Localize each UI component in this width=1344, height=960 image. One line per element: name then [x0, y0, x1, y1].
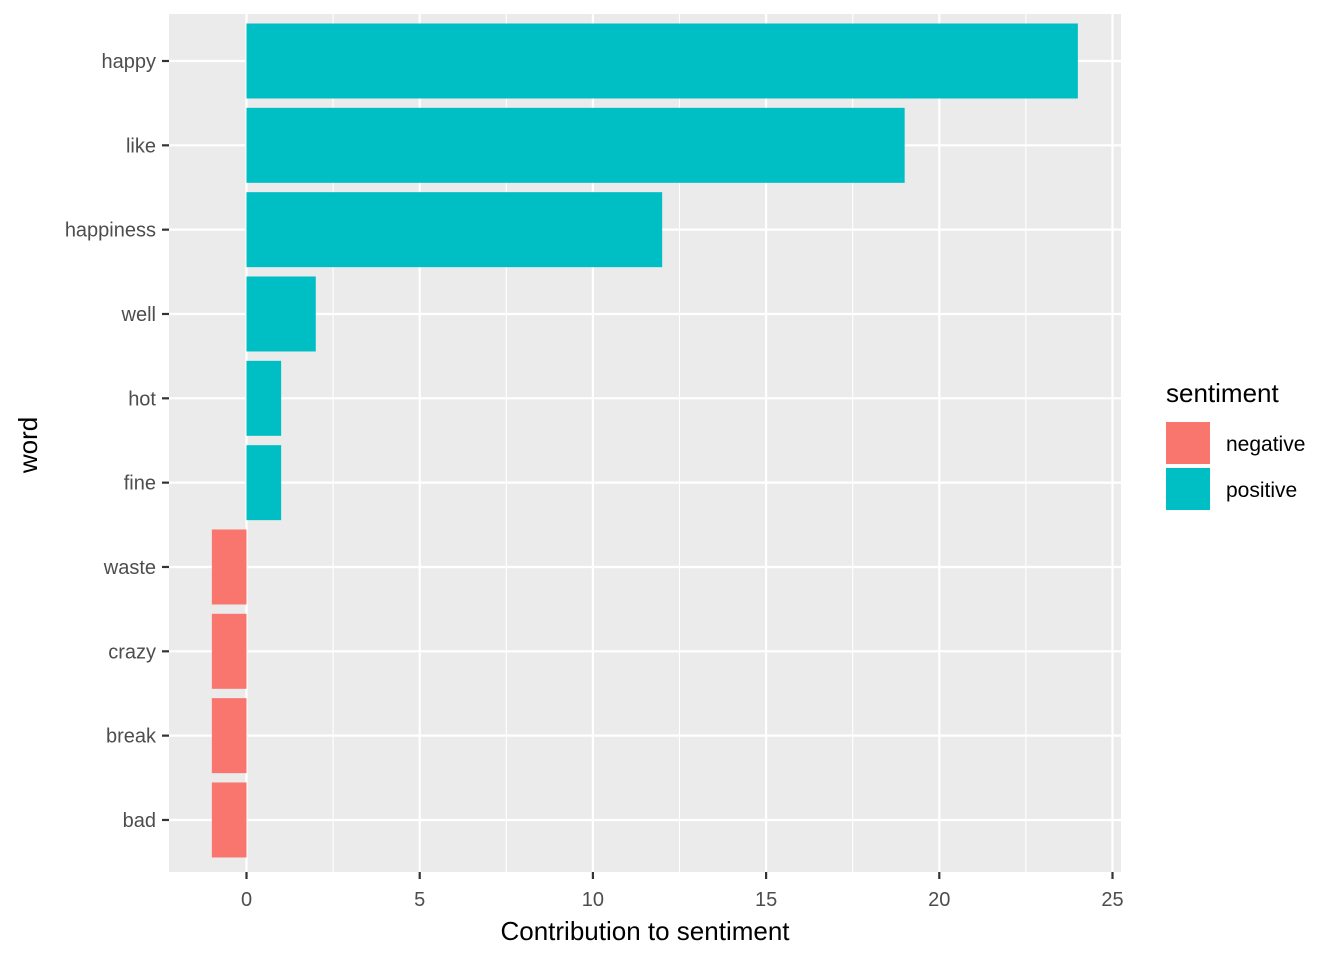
bar-happy — [246, 23, 1078, 99]
x-tick-label: 5 — [414, 889, 425, 911]
bar-hot — [246, 360, 282, 436]
legend-title: sentiment — [1166, 378, 1279, 408]
y-tick-label: hot — [128, 388, 156, 410]
x-tick-label: 20 — [928, 889, 950, 911]
y-tick-label: well — [121, 304, 156, 326]
x-tick-label: 25 — [1101, 889, 1123, 911]
y-tick-label: fine — [124, 473, 156, 495]
bar-crazy — [211, 613, 247, 689]
bar-happiness — [246, 192, 663, 268]
x-axis-title: Contribution to sentiment — [500, 916, 790, 946]
legend-label-positive: positive — [1226, 479, 1297, 502]
bars — [211, 23, 1078, 858]
x-tick-label: 10 — [582, 889, 604, 911]
x-tick-label: 15 — [755, 889, 777, 911]
y-tick-label: bad — [123, 810, 156, 832]
bar-break — [211, 698, 247, 774]
bar-like — [246, 107, 905, 183]
legend-key-negative — [1166, 422, 1210, 464]
y-tick-label: break — [106, 726, 157, 748]
y-axis-title: word — [13, 417, 43, 474]
legend-label-negative: negative — [1226, 433, 1305, 456]
y-tick-label: like — [126, 135, 156, 157]
y-tick-label: waste — [103, 557, 156, 579]
bar-fine — [246, 445, 282, 521]
y-tick-label: happy — [102, 51, 157, 73]
x-tick-label: 0 — [241, 889, 252, 911]
y-tick-label: happiness — [65, 220, 156, 242]
bar-well — [246, 276, 316, 352]
bar-bad — [211, 782, 247, 858]
x-axis-ticks: 0 5 10 15 20 25 — [241, 872, 1124, 911]
legend-key-positive — [1166, 468, 1210, 510]
y-tick-label: crazy — [108, 641, 156, 663]
legend: sentiment negative positive — [1166, 378, 1305, 510]
bar-waste — [211, 529, 247, 605]
y-axis-ticks: happy like happiness well hot fine waste crazy b… — [65, 51, 169, 832]
